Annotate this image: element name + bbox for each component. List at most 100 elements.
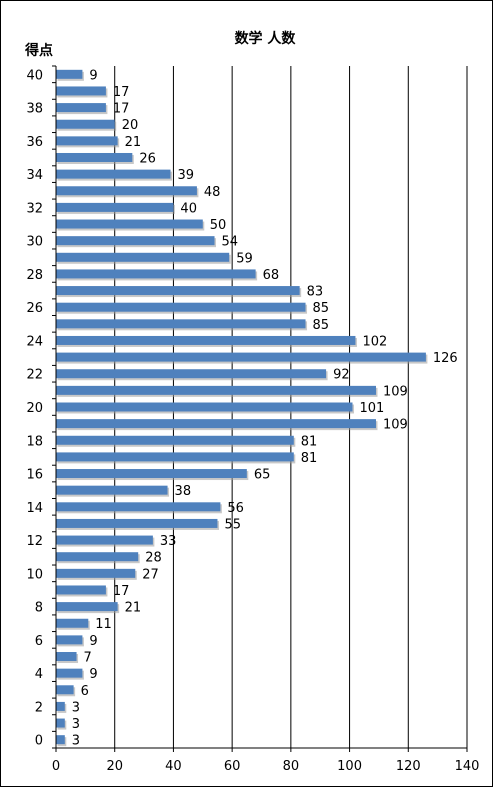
x-tick-label: 80 — [283, 759, 300, 774]
bar — [56, 269, 256, 279]
y-tick-label: 30 — [26, 235, 43, 250]
bar — [56, 485, 168, 495]
x-tick-label: 0 — [52, 759, 60, 774]
x-tick-label: 120 — [396, 759, 421, 774]
bar — [56, 369, 327, 379]
bar — [56, 136, 118, 146]
bar — [56, 236, 215, 246]
data-label: 81 — [301, 434, 318, 449]
y-tick-label: 36 — [26, 135, 43, 150]
data-label: 3 — [72, 700, 80, 715]
bar — [56, 518, 218, 528]
y-tick-label: 8 — [35, 601, 43, 616]
bar — [56, 219, 203, 229]
x-tick-label: 40 — [165, 759, 182, 774]
bar — [56, 652, 77, 662]
data-label: 40 — [180, 201, 197, 216]
y-tick-label: 14 — [26, 501, 43, 516]
bar — [56, 385, 376, 395]
x-tick-label: 140 — [455, 759, 480, 774]
data-label: 56 — [227, 501, 244, 516]
data-label: 55 — [224, 517, 241, 532]
data-label: 109 — [383, 418, 408, 433]
bar — [56, 286, 300, 296]
data-label: 109 — [383, 384, 408, 399]
bar — [56, 186, 197, 196]
x-tick-label: 60 — [224, 759, 241, 774]
bar — [56, 69, 83, 79]
bar — [56, 435, 294, 445]
data-label: 48 — [204, 185, 221, 200]
bar — [56, 252, 230, 262]
x-tick-label: 20 — [106, 759, 123, 774]
data-label: 81 — [301, 451, 318, 466]
data-label: 83 — [307, 285, 324, 300]
y-tick-label: 34 — [26, 168, 43, 183]
bar — [56, 335, 356, 345]
bar — [56, 152, 133, 162]
data-label: 21 — [125, 135, 142, 150]
bar — [56, 86, 106, 96]
data-label: 38 — [175, 484, 192, 499]
bar — [56, 452, 294, 462]
y-tick-label: 40 — [26, 68, 43, 83]
y-tick-label: 20 — [26, 401, 43, 416]
bar — [56, 602, 118, 612]
data-label: 28 — [145, 551, 162, 566]
bar — [56, 568, 136, 578]
data-label: 102 — [362, 334, 387, 349]
y-tick-label: 28 — [26, 268, 43, 283]
data-label: 9 — [89, 68, 97, 83]
bar — [56, 502, 221, 512]
data-label: 65 — [254, 468, 271, 483]
data-label: 126 — [433, 351, 458, 366]
data-label: 3 — [72, 734, 80, 749]
chart-title: 数学 人数 — [235, 30, 297, 47]
data-label: 54 — [222, 235, 239, 250]
y-tick-label: 0 — [35, 734, 43, 749]
bar — [56, 169, 171, 179]
bar — [56, 718, 65, 728]
data-label: 17 — [113, 102, 130, 117]
y-tick-label: 22 — [26, 368, 43, 383]
bar — [56, 735, 65, 745]
data-label: 21 — [125, 601, 142, 616]
data-label: 17 — [113, 85, 130, 100]
bar — [56, 535, 153, 545]
bar — [56, 635, 83, 645]
y-tick-label: 2 — [35, 700, 43, 715]
y-tick-label: 32 — [26, 201, 43, 216]
data-label: 27 — [142, 567, 159, 582]
y-tick-label: 10 — [26, 567, 43, 582]
y-tick-label: 24 — [26, 334, 43, 349]
y-tick-label: 26 — [26, 301, 43, 316]
bar — [56, 352, 426, 362]
bar — [56, 685, 74, 695]
data-label: 59 — [236, 251, 253, 266]
bar — [56, 585, 106, 595]
data-label: 11 — [95, 617, 112, 632]
data-label: 39 — [177, 168, 194, 183]
data-label: 68 — [263, 268, 280, 283]
y-tick-label: 18 — [26, 434, 43, 449]
bar — [56, 552, 139, 562]
data-label: 26 — [139, 151, 156, 166]
bar — [56, 202, 174, 212]
data-label: 17 — [113, 584, 130, 599]
data-label: 85 — [313, 301, 330, 316]
data-label: 9 — [89, 634, 97, 649]
y-tick-label: 12 — [26, 534, 43, 549]
bar — [56, 119, 115, 129]
bar — [56, 701, 65, 711]
data-label: 50 — [210, 218, 227, 233]
y-tick-label: 4 — [35, 667, 43, 682]
bar — [56, 419, 376, 429]
y-tick-label: 6 — [35, 634, 43, 649]
y-axis-label: 得点 — [24, 42, 53, 59]
bar — [56, 319, 306, 329]
data-label: 92 — [333, 368, 350, 383]
data-label: 20 — [122, 118, 139, 133]
data-label: 85 — [313, 318, 330, 333]
data-label: 6 — [81, 684, 89, 699]
